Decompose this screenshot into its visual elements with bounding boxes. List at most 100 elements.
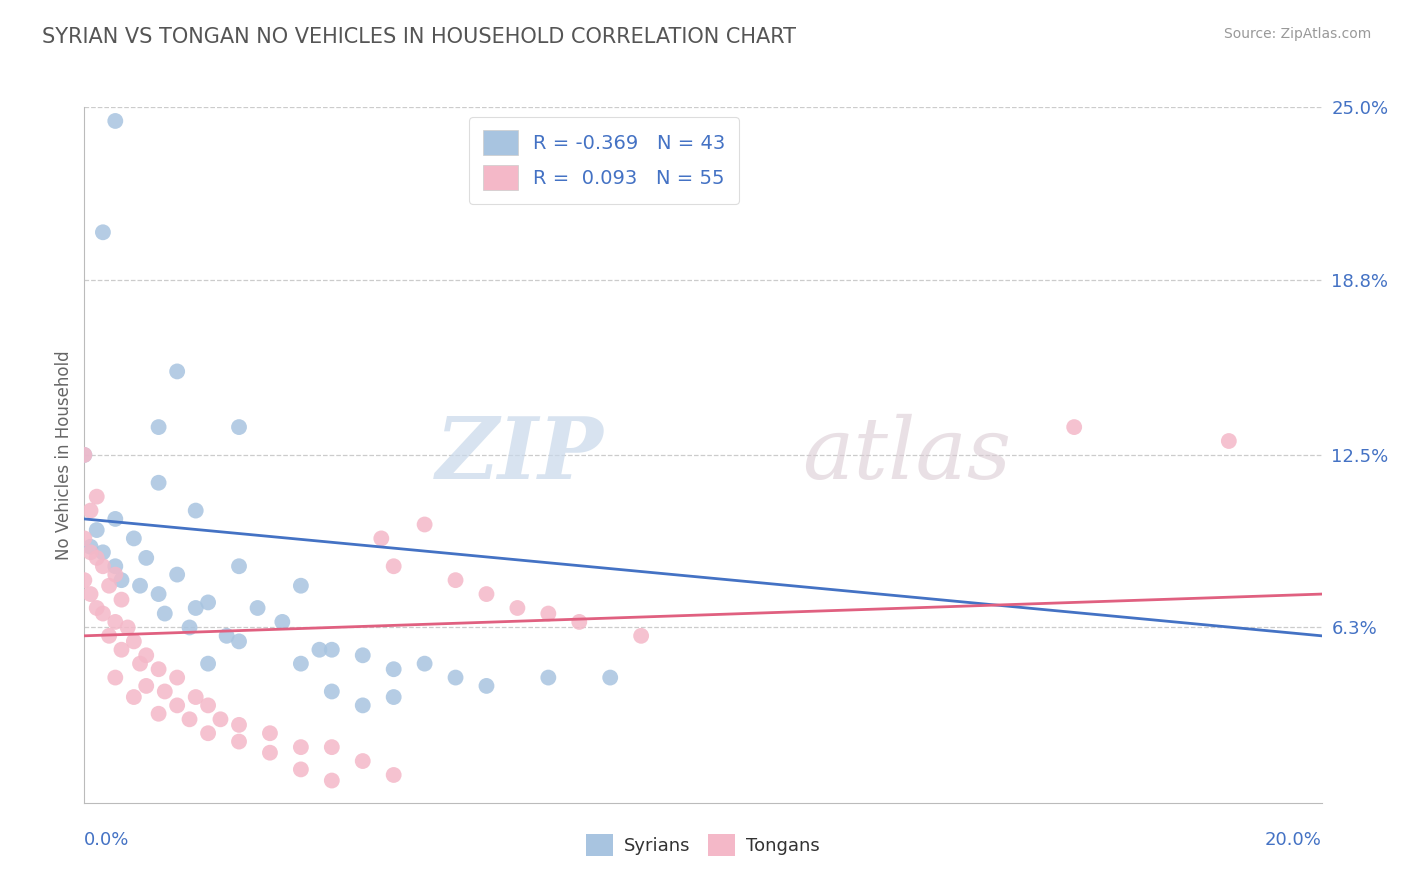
Point — [382, 662, 405, 676]
Point — [1218, 434, 1240, 448]
Point — [135, 550, 157, 565]
Point — [599, 671, 621, 685]
Point — [73, 532, 96, 546]
Point — [215, 629, 238, 643]
Legend: Syrians, Tongans: Syrians, Tongans — [579, 827, 827, 863]
Point — [259, 726, 281, 740]
Point — [506, 601, 529, 615]
Point — [91, 607, 114, 621]
Point — [290, 763, 312, 777]
Point — [104, 559, 127, 574]
Point — [382, 768, 405, 782]
Point — [568, 615, 591, 629]
Point — [321, 642, 343, 657]
Point — [475, 679, 498, 693]
Point — [73, 448, 96, 462]
Point — [321, 773, 343, 788]
Point — [79, 503, 101, 517]
Point — [153, 684, 176, 698]
Point — [73, 448, 96, 462]
Point — [271, 615, 294, 629]
Point — [122, 532, 145, 546]
Text: SYRIAN VS TONGAN NO VEHICLES IN HOUSEHOLD CORRELATION CHART: SYRIAN VS TONGAN NO VEHICLES IN HOUSEHOL… — [42, 27, 796, 46]
Point — [148, 475, 170, 490]
Point — [1063, 420, 1085, 434]
Point — [98, 579, 121, 593]
Point — [104, 615, 127, 629]
Point — [184, 503, 207, 517]
Point — [352, 754, 374, 768]
Point — [166, 671, 188, 685]
Point — [184, 690, 207, 704]
Point — [135, 648, 157, 663]
Point — [91, 559, 114, 574]
Point — [135, 679, 157, 693]
Point — [308, 642, 330, 657]
Point — [444, 573, 467, 587]
Point — [73, 573, 96, 587]
Point — [413, 517, 436, 532]
Point — [228, 734, 250, 748]
Y-axis label: No Vehicles in Household: No Vehicles in Household — [55, 350, 73, 560]
Point — [228, 559, 250, 574]
Point — [104, 671, 127, 685]
Point — [382, 690, 405, 704]
Point — [413, 657, 436, 671]
Point — [179, 620, 201, 634]
Point — [290, 740, 312, 755]
Point — [129, 657, 152, 671]
Point — [321, 684, 343, 698]
Point — [79, 587, 101, 601]
Point — [537, 671, 560, 685]
Point — [110, 592, 132, 607]
Point — [321, 740, 343, 755]
Text: 20.0%: 20.0% — [1265, 830, 1322, 848]
Text: 0.0%: 0.0% — [84, 830, 129, 848]
Point — [129, 579, 152, 593]
Point — [104, 512, 127, 526]
Point — [148, 662, 170, 676]
Point — [290, 579, 312, 593]
Point — [86, 523, 108, 537]
Point — [475, 587, 498, 601]
Point — [352, 698, 374, 713]
Point — [148, 706, 170, 721]
Point — [86, 490, 108, 504]
Point — [179, 712, 201, 726]
Point — [246, 601, 269, 615]
Point — [197, 657, 219, 671]
Point — [79, 545, 101, 559]
Point — [79, 540, 101, 554]
Point — [197, 698, 219, 713]
Point — [122, 634, 145, 648]
Point — [382, 559, 405, 574]
Point — [104, 567, 127, 582]
Point — [104, 114, 127, 128]
Point — [290, 657, 312, 671]
Point — [166, 567, 188, 582]
Point — [197, 595, 219, 609]
Point — [228, 420, 250, 434]
Text: atlas: atlas — [801, 414, 1011, 496]
Point — [153, 607, 176, 621]
Point — [98, 629, 121, 643]
Point — [86, 550, 108, 565]
Point — [259, 746, 281, 760]
Point — [209, 712, 232, 726]
Point — [228, 718, 250, 732]
Point — [370, 532, 392, 546]
Point — [228, 634, 250, 648]
Point — [110, 642, 132, 657]
Point — [630, 629, 652, 643]
Point — [148, 587, 170, 601]
Text: Source: ZipAtlas.com: Source: ZipAtlas.com — [1223, 27, 1371, 41]
Point — [166, 364, 188, 378]
Point — [444, 671, 467, 685]
Point — [197, 726, 219, 740]
Text: ZIP: ZIP — [436, 413, 605, 497]
Point — [91, 545, 114, 559]
Point — [148, 420, 170, 434]
Point — [184, 601, 207, 615]
Point — [110, 573, 132, 587]
Point — [352, 648, 374, 663]
